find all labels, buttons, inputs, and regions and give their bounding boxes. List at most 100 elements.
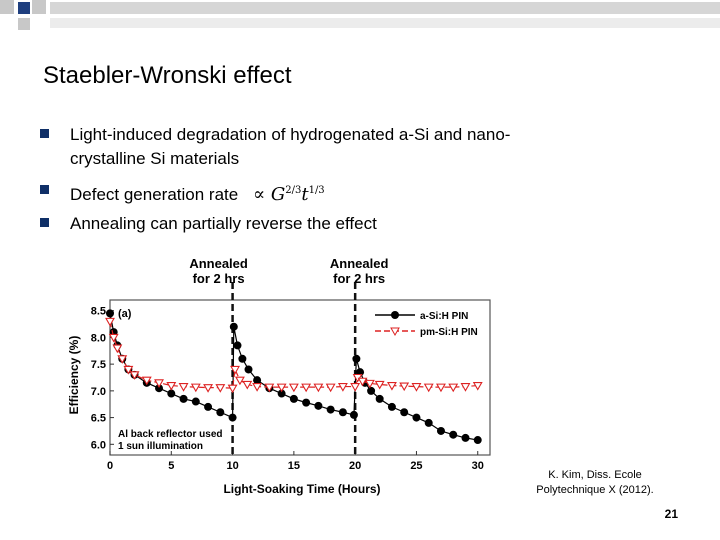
data-point-1 [314, 401, 323, 410]
data-point-2 [399, 382, 410, 392]
data-point-1 [167, 389, 176, 398]
data-point-2 [288, 383, 299, 393]
plot-frame [109, 299, 491, 456]
data-point-1 [253, 376, 262, 385]
data-point-1 [424, 418, 433, 427]
data-point-2 [178, 383, 189, 392]
data-point-1 [191, 397, 200, 406]
y-tick-label: 8.0 [91, 332, 106, 344]
bullet-square-icon [40, 129, 49, 138]
chart-legend: a-Si:H PIN pm-Si:H PIN [375, 311, 478, 338]
data-point-2 [105, 317, 115, 327]
data-point-2 [215, 384, 226, 393]
data-point-2 [252, 383, 263, 392]
data-point-1 [155, 384, 164, 393]
data-point-1 [289, 394, 298, 403]
formula: ∝ G2/3t1/3 [252, 184, 325, 205]
data-point-2 [141, 376, 152, 386]
data-point-2 [460, 383, 471, 392]
data-point-2 [436, 383, 446, 393]
legend-label-2: pm-Si:H PIN [420, 327, 478, 338]
anneal-label-1-line-2: for 2 hrs [193, 271, 245, 286]
data-point-1 [352, 354, 361, 363]
note-line-2: 1 sun illumination [118, 441, 203, 452]
data-point-2 [472, 381, 483, 391]
data-point-2 [234, 376, 245, 386]
data-point-1 [387, 402, 396, 411]
y-tick-label: 7.5 [91, 359, 106, 371]
x-tick-label: 5 [168, 460, 174, 472]
data-point-1 [244, 365, 253, 374]
anneal-label-2-line-1: Annealed [330, 256, 389, 271]
data-point-2 [112, 344, 123, 354]
y-tick-label: 8.5 [91, 306, 106, 318]
data-point-2 [357, 377, 368, 387]
data-point-1 [367, 386, 376, 395]
anneal-label-2-line-2: for 2 hrs [333, 271, 385, 286]
legend-marker-1 [391, 311, 399, 319]
data-point-2 [190, 383, 201, 393]
data-point-1 [400, 408, 409, 417]
x-tick-label: 20 [349, 460, 361, 472]
data-point-2 [129, 371, 140, 380]
citation-line-2: Polytechnique X (2012). [536, 484, 654, 496]
data-point-1 [449, 430, 458, 439]
deco-bar-gray [50, 2, 720, 14]
data-point-2 [423, 383, 434, 393]
citation: K. Kim, Diss. Ecole Polytechnique X (201… [520, 468, 670, 498]
panel-label: (a) [118, 308, 132, 320]
x-tick-label: 25 [410, 460, 422, 472]
data-point-1 [349, 410, 358, 419]
legend-label-1: a-Si:H PIN [420, 311, 468, 322]
bullet-square-icon [40, 185, 49, 194]
data-point-2 [386, 381, 397, 391]
bullet-text-1b: crystalline Si materials [70, 149, 240, 168]
x-tick-label: 30 [472, 460, 484, 472]
x-tick-label: 10 [226, 460, 238, 472]
data-point-1 [204, 402, 213, 411]
data-point-2 [227, 384, 238, 394]
data-point-2 [411, 383, 422, 392]
data-point-2 [117, 355, 128, 364]
data-point-1 [228, 413, 237, 422]
anneal-label-1-line-1: Annealed [189, 256, 248, 271]
formula-var: t [301, 184, 309, 205]
series-line-1 [109, 313, 478, 441]
bullet-text-3: Annealing can partially reverse the effe… [70, 214, 377, 233]
data-point-2 [276, 383, 287, 393]
data-point-2 [374, 380, 385, 390]
data-point-1 [277, 389, 286, 398]
bullet-text-1a: Light-induced degradation of hydrogenate… [70, 125, 511, 144]
deco-square-gray-1 [0, 0, 14, 14]
y-tick-label: 6.5 [91, 413, 106, 425]
x-tick-label: 15 [288, 460, 300, 472]
y-axis-title: Efficiency (%) [67, 336, 81, 415]
data-point-2 [448, 383, 459, 393]
data-point-2 [337, 383, 348, 392]
data-point-2 [123, 365, 134, 375]
data-point-1 [461, 433, 470, 442]
formula-exp1: 2/3 [285, 185, 302, 196]
y-tick-label: 6.0 [91, 439, 106, 451]
data-point-1 [326, 405, 335, 414]
data-point-1 [216, 408, 225, 417]
data-point-2 [264, 383, 275, 393]
data-point-1 [179, 394, 188, 403]
deco-square-gray-2 [32, 0, 46, 14]
slide-title: Staebler-Wronski effect [43, 62, 292, 89]
deco-square-blue-1 [18, 2, 30, 14]
data-point-1 [229, 322, 238, 331]
data-point-1 [473, 436, 482, 445]
data-point-1 [375, 394, 384, 403]
data-point-2 [166, 381, 177, 391]
data-point-2 [364, 379, 375, 389]
data-point-2 [301, 383, 312, 393]
data-point-1 [436, 426, 445, 435]
data-point-2 [203, 384, 214, 393]
data-point-2 [108, 333, 119, 343]
note-line-1: Al back reflector used [118, 429, 222, 440]
data-point-1 [238, 354, 247, 363]
formula-base: G [270, 184, 286, 205]
efficiency-chart: Efficiency (%) Light-Soaking Time (Hours… [67, 256, 491, 496]
formula-exp2: 1/3 [308, 185, 325, 196]
